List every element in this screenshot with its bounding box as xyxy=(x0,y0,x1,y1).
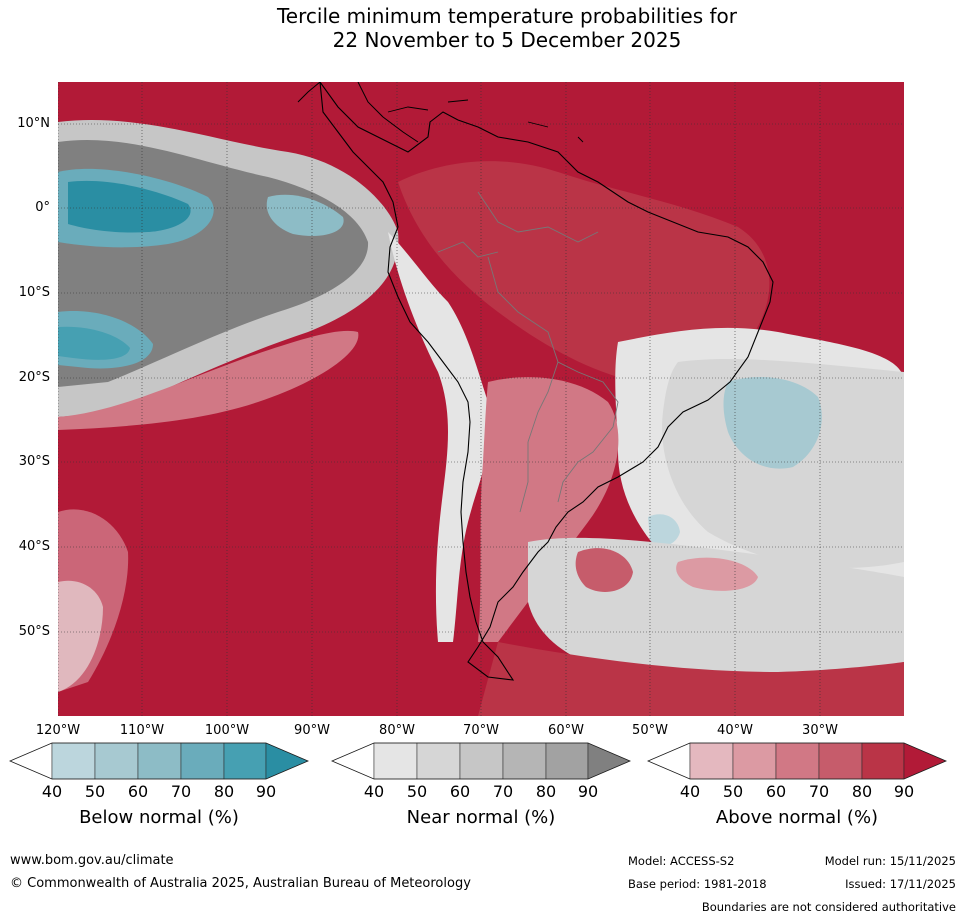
legend-near-normal-title: Near normal (%) xyxy=(406,807,556,828)
lon-label-40w: 40°W xyxy=(717,723,753,738)
legend-near-normal-segment-2 xyxy=(416,742,461,780)
lon-label-110w: 110°W xyxy=(119,723,165,738)
legend-near-normal-segment-5 xyxy=(545,742,589,780)
map-title-line2: 22 November to 5 December 2025 xyxy=(332,28,682,52)
lat-label-50s: 50°S xyxy=(18,624,50,639)
lat-label-30s: 30°S xyxy=(18,454,50,469)
legend-near-normal-tick-60: 60 xyxy=(449,782,471,801)
lon-label-100w: 100°W xyxy=(204,723,250,738)
legend-below-normal-segment-4 xyxy=(180,742,225,780)
region-above-normal-southwest xyxy=(58,509,129,692)
lon-label-60w: 60°W xyxy=(548,723,584,738)
coastline-central-america xyxy=(297,82,419,143)
region-above-normal-south-atlantic xyxy=(575,548,633,592)
lon-label-80w: 80°W xyxy=(379,723,415,738)
footer-disclaimer: Boundaries are not considered authoritat… xyxy=(701,900,956,914)
region-near-normal-andes xyxy=(388,232,491,642)
legend-near-normal-upper-arrow xyxy=(587,742,631,780)
lon-label-90w: 90°W xyxy=(294,723,330,738)
legend-above-normal-tick-40: 40 xyxy=(679,782,701,801)
country-borders xyxy=(437,191,619,513)
lon-label-70w: 70°W xyxy=(463,723,499,738)
legend-above-normal-colorbar xyxy=(646,742,948,780)
legend-below-normal-tick-80: 80 xyxy=(213,782,235,801)
region-below-normal-atlantic xyxy=(648,514,680,546)
legend-below-normal-segment-2 xyxy=(94,742,139,780)
legend-below-normal-segment-3 xyxy=(137,742,182,780)
legend-below-normal-tick-90: 90 xyxy=(255,782,277,801)
legend-below-normal-tick-60: 60 xyxy=(127,782,149,801)
legend-above-normal-segment-1 xyxy=(689,742,734,780)
lat-label-40s: 40°S xyxy=(18,539,50,554)
legend-above-normal-tick-70: 70 xyxy=(808,782,830,801)
legend-below-normal-lower-arrow xyxy=(9,742,53,780)
legend-below-normal-tick-40: 40 xyxy=(41,782,63,801)
region-below-normal-pacific-1-core xyxy=(68,180,191,233)
region-above-normal-argentina xyxy=(478,377,619,642)
legend-near-normal-segment-4 xyxy=(502,742,547,780)
region-above-normal-south-band xyxy=(478,642,904,716)
legend-below-normal-segment-1 xyxy=(51,742,96,780)
region-south-america-north xyxy=(398,161,770,382)
legend-near-normal-segment-3 xyxy=(459,742,504,780)
legend-near-normal-colorbar xyxy=(330,742,632,780)
lat-label-10s: 10°S xyxy=(18,285,50,300)
map-panel xyxy=(58,82,904,716)
region-below-normal-pacific-3-core xyxy=(58,326,130,360)
lat-label-20s: 20°S xyxy=(18,370,50,385)
legend-near-normal-tick-50: 50 xyxy=(406,782,428,801)
legend-above-normal-title: Above normal (%) xyxy=(715,807,879,828)
lon-label-30w: 30°W xyxy=(802,723,838,738)
footer-website: www.bom.gov.au/climate xyxy=(10,853,174,868)
legend-above-normal-lower-arrow xyxy=(647,742,691,780)
footer-model: Model: ACCESS-S2 xyxy=(628,854,735,868)
legend-near-normal-tick-80: 80 xyxy=(535,782,557,801)
region-above-normal-south-atlantic-2 xyxy=(676,557,758,591)
legend-above-normal-segment-5 xyxy=(861,742,905,780)
coastline-caribbean xyxy=(387,99,584,143)
map-canvas xyxy=(58,82,904,716)
legend-above-normal-segment-2 xyxy=(732,742,777,780)
footer-issued: Issued: 17/11/2025 xyxy=(845,877,956,891)
legend-above-normal xyxy=(646,742,948,780)
legend-below-normal-segment-5 xyxy=(223,742,267,780)
footer-copyright: © Commonwealth of Australia 2025, Austra… xyxy=(10,876,471,891)
map-title: Tercile minimum temperature probabilitie… xyxy=(0,4,965,52)
legend-below-normal-upper-arrow xyxy=(265,742,309,780)
legend-above-normal-tick-50: 50 xyxy=(722,782,744,801)
legend-below-normal xyxy=(8,742,310,780)
map-title-line1: Tercile minimum temperature probabilitie… xyxy=(276,4,738,28)
legend-near-normal-lower-arrow xyxy=(331,742,375,780)
region-below-normal-brazil xyxy=(723,377,822,469)
lon-label-50w: 50°W xyxy=(632,723,668,738)
legend-above-normal-tick-80: 80 xyxy=(851,782,873,801)
legend-near-normal xyxy=(330,742,632,780)
legend-below-normal-colorbar xyxy=(8,742,310,780)
legend-above-normal-tick-90: 90 xyxy=(893,782,915,801)
coastline-south-america xyxy=(319,82,774,681)
lat-label-0: 0° xyxy=(35,200,50,215)
legend-near-normal-tick-90: 90 xyxy=(577,782,599,801)
legend-near-normal-tick-40: 40 xyxy=(363,782,385,801)
footer-base-period: Base period: 1981-2018 xyxy=(628,877,767,891)
legend-above-normal-upper-arrow xyxy=(903,742,947,780)
graticule xyxy=(58,82,904,716)
legend-near-normal-segment-1 xyxy=(373,742,418,780)
legend-below-normal-tick-50: 50 xyxy=(84,782,106,801)
legend-above-normal-tick-60: 60 xyxy=(765,782,787,801)
region-below-normal-pacific-2 xyxy=(266,194,344,237)
lat-label-10n: 10°N xyxy=(17,116,50,131)
region-above-normal-pacific-rim xyxy=(58,330,359,430)
footer-model-run: Model run: 15/11/2025 xyxy=(824,854,956,868)
legend-below-normal-title: Below normal (%) xyxy=(79,807,239,828)
legend-above-normal-segment-4 xyxy=(818,742,863,780)
legend-below-normal-tick-70: 70 xyxy=(170,782,192,801)
legend-near-normal-tick-70: 70 xyxy=(492,782,514,801)
legend-above-normal-segment-3 xyxy=(775,742,820,780)
lon-label-120w: 120°W xyxy=(35,723,81,738)
